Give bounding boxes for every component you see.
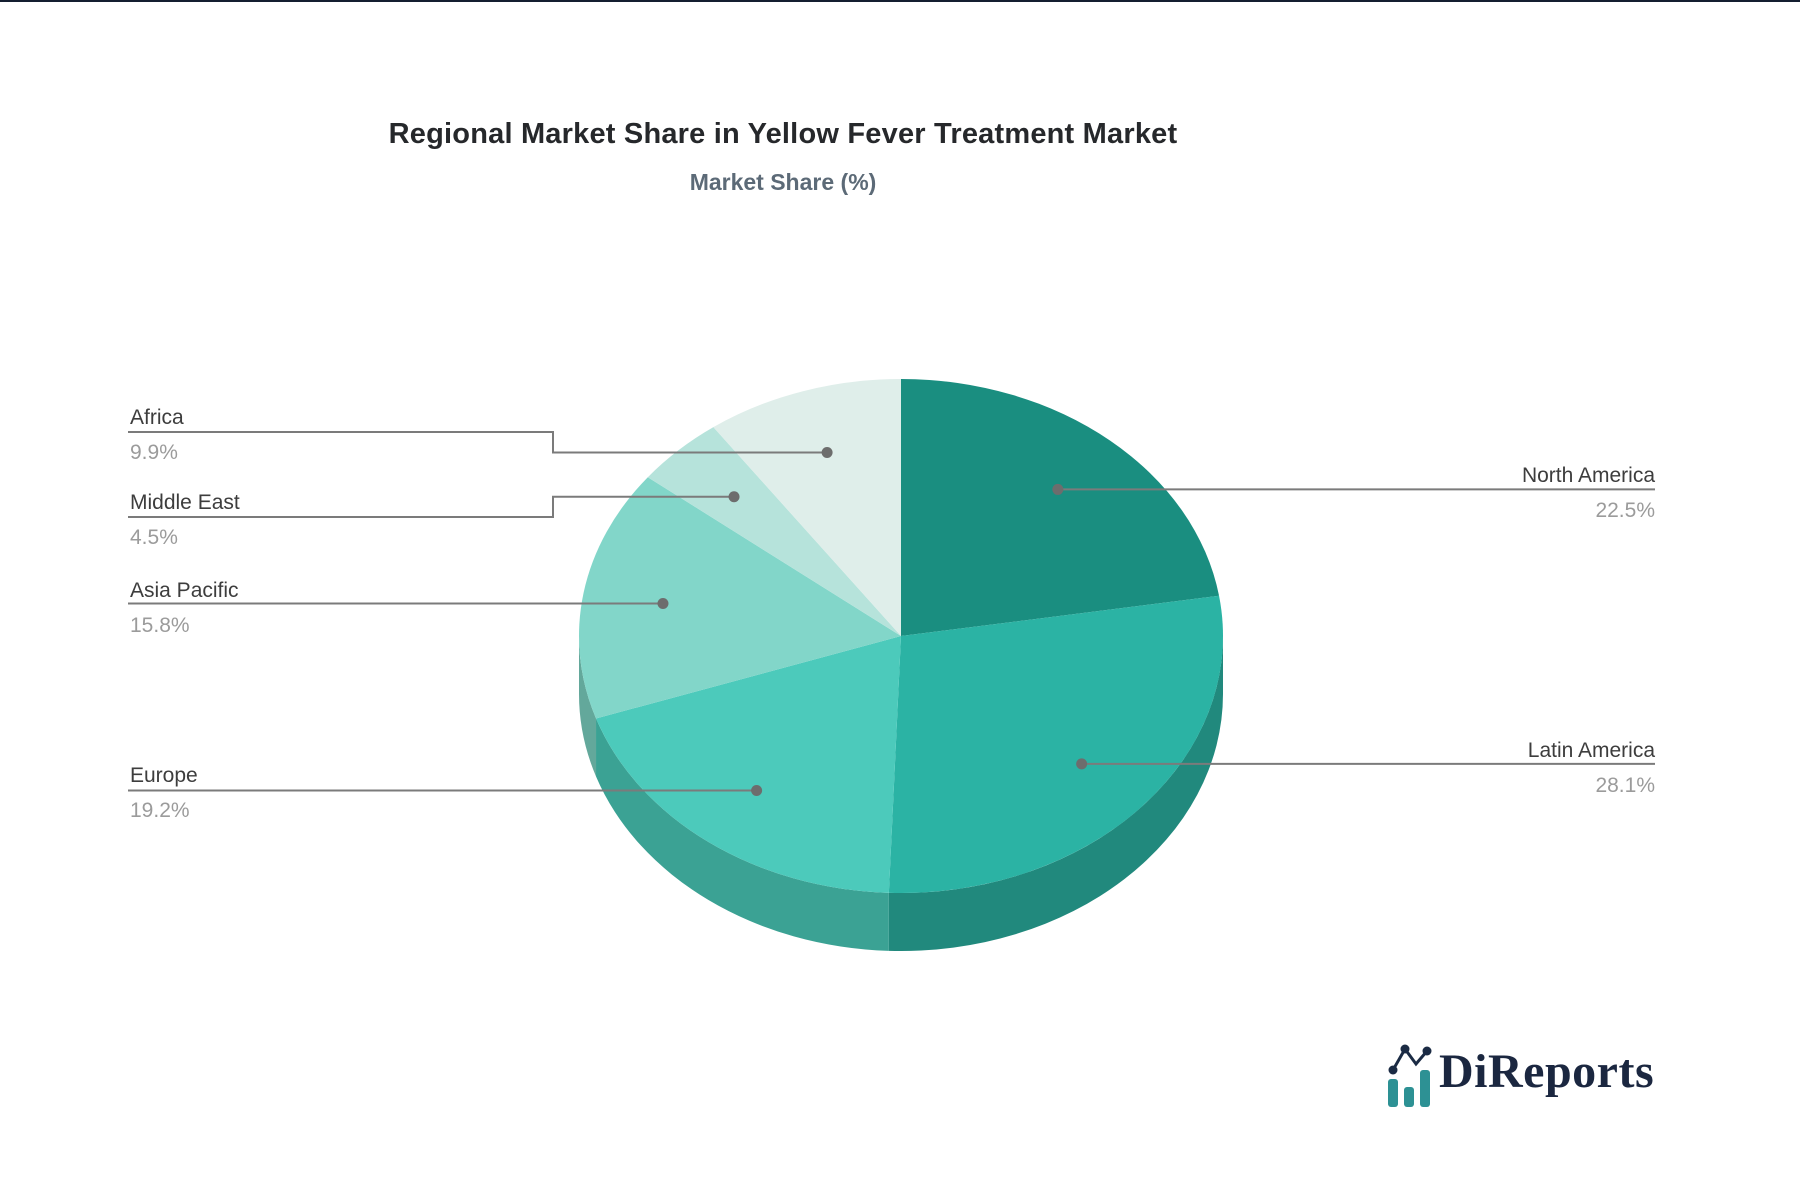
slice-label-middle-east: Middle East	[130, 491, 240, 514]
callout-dot-europe	[751, 785, 763, 796]
slice-label-north-america: North America	[1521, 464, 1655, 487]
logo-bar-3	[1420, 1070, 1430, 1107]
callout-line-africa	[128, 431, 828, 454]
callout-north-america: North America 22.5%	[1522, 463, 1655, 524]
pie-slice-europe[interactable]	[596, 636, 901, 893]
pie-slice-side-europe	[596, 718, 889, 951]
pie-slice-africa[interactable]	[713, 379, 901, 636]
slice-label-europe: Europe	[130, 764, 198, 787]
callout-dot-north-america	[1052, 483, 1064, 495]
callout-asia-pacific: Asia Pacific 15.8%	[130, 578, 239, 639]
pie-slice-side-asia-pacific	[579, 636, 597, 777]
callout-africa: Africa 9.9%	[130, 405, 184, 466]
callout-latin-america: Latin America 28.1%	[1528, 738, 1655, 799]
logo-trend-dot-2	[1400, 1044, 1410, 1054]
logo-bar-1	[1388, 1079, 1398, 1107]
callout-dot-middle-east	[728, 491, 740, 503]
slice-value-north-america: 22.5%	[1595, 499, 1655, 522]
logo-trend-dot-1	[1388, 1065, 1398, 1075]
pie-slice-asia-pacific[interactable]	[578, 477, 901, 719]
pie-slice-side-latin-america	[888, 636, 1223, 952]
logo-trend-dot-3	[1422, 1046, 1432, 1056]
direports-logo: DiReports	[1383, 1042, 1654, 1112]
slice-value-asia-pacific: 15.8%	[130, 614, 190, 637]
slice-value-latin-america: 28.1%	[1595, 774, 1655, 797]
callout-dot-africa	[821, 447, 833, 458]
logo-bar-2	[1404, 1087, 1414, 1107]
slice-value-europe: 19.2%	[130, 799, 190, 822]
pie-slice-middle-east[interactable]	[647, 427, 901, 636]
callout-middle-east: Middle East 4.5%	[130, 490, 240, 551]
callout-line-middle-east	[128, 495, 735, 518]
chart-subtitle: Market Share (%)	[689, 169, 877, 195]
slice-label-africa: Africa	[130, 406, 184, 429]
logo-trend-line	[1391, 1046, 1429, 1071]
pie-slice-north-america[interactable]	[901, 379, 1220, 636]
callout-europe: Europe 19.2%	[130, 763, 198, 824]
chart-title: Regional Market Share in Yellow Fever Tr…	[388, 118, 1178, 150]
slice-label-latin-america: Latin America	[1527, 739, 1655, 762]
callout-dot-asia-pacific	[657, 597, 669, 609]
direports-logo-icon	[1388, 1044, 1432, 1107]
callout-dot-latin-america	[1076, 758, 1088, 770]
slice-label-asia-pacific: Asia Pacific	[130, 579, 239, 602]
slice-value-middle-east: 4.5%	[130, 526, 178, 549]
pie-slice-latin-america[interactable]	[888, 595, 1224, 894]
slice-value-africa: 9.9%	[130, 441, 178, 464]
direports-logo-text: DiReports	[1439, 1045, 1655, 1098]
